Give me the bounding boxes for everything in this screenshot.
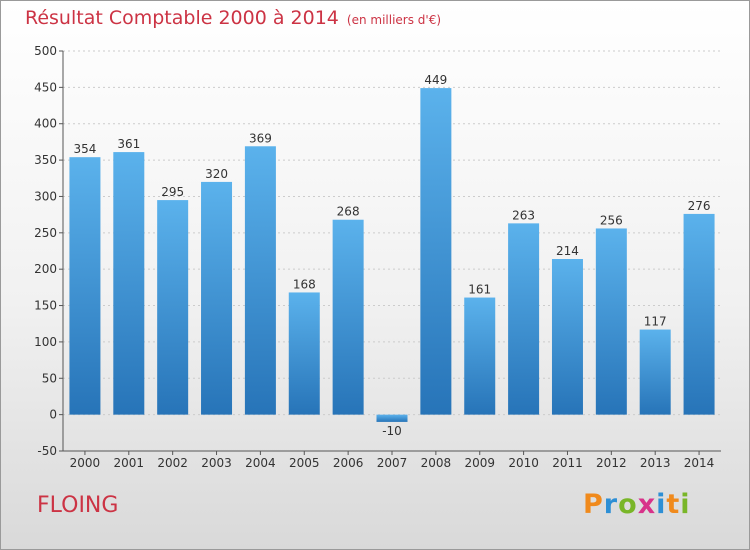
- x-tick-label: 2012: [596, 456, 627, 470]
- x-tick-label: 2008: [421, 456, 452, 470]
- x-tick-label: 2003: [201, 456, 232, 470]
- chart-title-text: Résultat Comptable 2000 à 2014: [25, 7, 339, 29]
- bar-value-label: -10: [382, 424, 402, 438]
- logo-letter: r: [603, 489, 619, 520]
- bar: [332, 219, 364, 415]
- bar-value-label: 117: [644, 315, 667, 329]
- bar: [157, 200, 189, 415]
- logo-letter: o: [618, 489, 638, 520]
- chart-subtitle: (en milliers d'€): [346, 13, 442, 27]
- bar-value-label: 168: [293, 277, 316, 291]
- bar-value-label: 161: [468, 283, 491, 297]
- x-tick-label: 2006: [333, 456, 364, 470]
- bar: [595, 228, 627, 415]
- x-tick-label: 2002: [157, 456, 188, 470]
- y-tick-label: 0: [49, 408, 57, 422]
- bar: [69, 157, 101, 415]
- y-tick-label: 200: [34, 262, 57, 276]
- x-tick-label: 2010: [508, 456, 539, 470]
- bar-value-label: 449: [424, 73, 447, 87]
- x-tick-label: 2004: [245, 456, 276, 470]
- bar-value-label: 276: [688, 199, 711, 213]
- location-label: FLOING: [37, 493, 119, 518]
- bar-value-label: 369: [249, 131, 272, 145]
- y-tick-label: -50: [37, 444, 57, 458]
- x-tick-label: 2001: [114, 456, 145, 470]
- bar-value-label: 354: [73, 142, 96, 156]
- logo-letter: i: [656, 489, 667, 520]
- logo-letter: t: [666, 489, 681, 520]
- bar: [551, 259, 583, 415]
- y-tick-label: 100: [34, 335, 57, 349]
- bar: [244, 146, 276, 415]
- chart-title: Résultat Comptable 2000 à 2014 (en millie…: [25, 7, 441, 29]
- bar-value-label: 268: [337, 205, 360, 219]
- bar-value-label: 263: [512, 208, 535, 222]
- bar: [201, 181, 233, 415]
- bar: [420, 88, 452, 415]
- x-tick-label: 2007: [377, 456, 408, 470]
- bar-value-label: 361: [117, 137, 140, 151]
- y-tick-label: 50: [42, 371, 57, 385]
- x-tick-label: 2011: [552, 456, 583, 470]
- bar: [683, 213, 715, 415]
- bar: [113, 152, 145, 415]
- bar: [464, 297, 496, 415]
- bar: [288, 292, 320, 415]
- x-tick-label: 2014: [684, 456, 715, 470]
- bar-value-label: 256: [600, 213, 623, 227]
- bar: [639, 329, 671, 415]
- y-tick-label: 400: [34, 117, 57, 131]
- x-tick-label: 2009: [464, 456, 495, 470]
- y-tick-label: 350: [34, 153, 57, 167]
- proxiti-logo: Proxiti: [583, 489, 691, 520]
- bar-value-label: 295: [161, 185, 184, 199]
- y-tick-label: 300: [34, 189, 57, 203]
- y-tick-label: 150: [34, 299, 57, 313]
- logo-letter: P: [583, 489, 604, 520]
- bar-value-label: 214: [556, 244, 579, 258]
- x-tick-label: 2013: [640, 456, 671, 470]
- bar: [508, 223, 540, 415]
- y-tick-label: 450: [34, 80, 57, 94]
- bar: [376, 414, 408, 422]
- x-tick-label: 2005: [289, 456, 320, 470]
- y-tick-label: 500: [34, 44, 57, 58]
- y-tick-label: 250: [34, 226, 57, 240]
- logo-letter: x: [637, 489, 657, 520]
- bar-value-label: 320: [205, 167, 228, 181]
- logo-letter: i: [680, 489, 691, 520]
- x-tick-label: 2000: [70, 456, 101, 470]
